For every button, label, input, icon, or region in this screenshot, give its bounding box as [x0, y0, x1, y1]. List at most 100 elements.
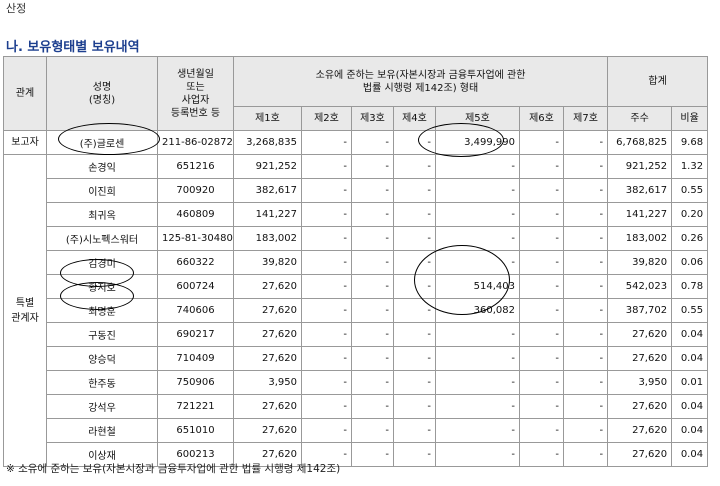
relation-reporter: 보고자 [3, 130, 47, 155]
cell-c1: 27,620 [233, 346, 302, 371]
cell-c1: 27,620 [233, 322, 302, 347]
cell-c3: - [351, 274, 394, 299]
header-shares: 주수 [607, 106, 673, 131]
cell-c6: - [519, 250, 564, 275]
cell-id: 600724 [157, 274, 234, 299]
header-col-2: 제2호 [301, 106, 352, 131]
cell-ratio: 1.32 [671, 154, 709, 179]
header-col-1: 제1호 [233, 106, 302, 131]
cell-ratio: 0.20 [671, 202, 709, 227]
header-id: 생년월일 또는 사업자 등록번호 등 [157, 56, 234, 131]
top-partial-text: 산정 [6, 2, 27, 15]
table-row: 구동진 690217 27,620- - - - - -27,620 0.04 [4, 322, 709, 347]
cell-name: 김경미 [46, 250, 158, 275]
cell-c5: - [435, 370, 520, 395]
table-row: 보고자 (주)글로센 211-86-02872 3,268,835- - -3,499,9… [3, 130, 709, 155]
cell-c1: 3,950 [233, 370, 302, 395]
cell-c7: - [562, 394, 609, 419]
cell-c6: - [519, 394, 564, 419]
cell-c1: 27,620 [233, 442, 302, 467]
cell-c6: - [519, 130, 564, 155]
cell-shares: 387,702 [607, 298, 673, 323]
table-row: 한주동 750906 3,950- - - - - -3,950 0.01 [4, 370, 709, 395]
cell-c4: - [393, 418, 436, 443]
cell-id: 690217 [157, 322, 234, 347]
cell-name: 손경익 [46, 154, 158, 179]
header-total: 합계 [607, 56, 709, 107]
cell-name: 최명훈 [46, 298, 158, 323]
cell-id: 750906 [157, 370, 234, 395]
section-title: 나. 보유형태별 보유내역 [6, 40, 140, 55]
header-name: 성명 (명칭) [46, 56, 158, 131]
cell-c7: - [562, 226, 609, 251]
cell-c2: - [301, 130, 352, 155]
cell-id: 740606 [157, 298, 234, 323]
table-row: 라현철 651010 27,620- - - - - -27,620 0.04 [4, 418, 709, 443]
cell-name: 최귀옥 [46, 202, 158, 227]
cell-c3: - [351, 226, 394, 251]
footnote: ※ 소유에 준하는 보유(자본시장과 금융투자업에 관한 법률 시행령 제142… [6, 463, 341, 475]
table-row: 특별 관계자 손경익 651216 921,252- - - - - -921,252 1.32 [3, 154, 709, 467]
cell-c6: - [519, 154, 564, 179]
cell-c1: 27,620 [233, 418, 302, 443]
cell-c3: - [351, 298, 394, 323]
cell-c3: - [351, 202, 394, 227]
cell-c2: - [301, 154, 352, 179]
cell-shares: 27,620 [607, 442, 673, 467]
cell-name: 양승덕 [46, 346, 158, 371]
cell-c7: - [562, 202, 609, 227]
cell-name: 라현철 [46, 418, 158, 443]
table-row: 최명훈 740606 27,620- - -360,082- -387,702 0.55 [4, 298, 709, 323]
cell-c6: - [519, 202, 564, 227]
header-col-7: 제7호 [562, 106, 609, 131]
cell-c1: 39,820 [233, 250, 302, 275]
cell-c5: - [435, 154, 520, 179]
cell-id: 211-86-02872 [157, 130, 234, 155]
cell-ratio: 0.04 [671, 346, 709, 371]
cell-shares: 27,620 [607, 322, 673, 347]
cell-ratio: 0.06 [671, 250, 709, 275]
cell-id: 710409 [157, 346, 234, 371]
cell-c7: - [562, 346, 609, 371]
cell-c5: - [435, 418, 520, 443]
cell-c1: 141,227 [233, 202, 302, 227]
cell-c7: - [562, 274, 609, 299]
table-row: 양승덕 710409 27,620- - - - - -27,620 0.04 [4, 346, 709, 371]
cell-id: 460809 [157, 202, 234, 227]
cell-shares: 542,023 [607, 274, 673, 299]
cell-c7: - [562, 130, 609, 155]
header-holding-type: 소유에 준하는 보유(자본시장과 금융투자업에 관한 법률 시행령 제142조) … [232, 56, 609, 107]
cell-c4: - [393, 298, 436, 323]
cell-ratio: 0.04 [671, 418, 709, 443]
cell-c6: - [519, 322, 564, 347]
cell-ratio: 0.04 [671, 394, 709, 419]
cell-c5: - [435, 442, 520, 467]
cell-c6: - [519, 346, 564, 371]
cell-c3: - [351, 322, 394, 347]
header-col-6: 제6호 [519, 106, 564, 131]
cell-shares: 3,950 [607, 370, 673, 395]
cell-name: 구동진 [46, 322, 158, 347]
cell-c3: - [351, 346, 394, 371]
table-row: 이진희 700920 382,617- - - - - -382,617 0.55 [4, 178, 709, 203]
cell-c5: - [435, 322, 520, 347]
cell-c5: 514,403 [435, 274, 520, 299]
cell-c4: - [393, 274, 436, 299]
cell-id: 721221 [157, 394, 234, 419]
cell-name: (주)시노펙스워터 [46, 226, 158, 251]
relation-special: 특별 관계자 [3, 154, 47, 467]
cell-c4: - [393, 394, 436, 419]
cell-c3: - [351, 394, 394, 419]
cell-ratio: 0.55 [671, 298, 709, 323]
table-row: 최귀옥 460809 141,227- - - - - -141,227 0.20 [4, 202, 709, 227]
cell-c6: - [519, 418, 564, 443]
cell-c3: - [351, 250, 394, 275]
cell-name: 한주동 [46, 370, 158, 395]
header-col-4: 제4호 [393, 106, 436, 131]
cell-ratio: 0.78 [671, 274, 709, 299]
cell-c4: - [393, 322, 436, 347]
cell-c1: 183,002 [233, 226, 302, 251]
header-col-5: 제5호 [435, 106, 520, 131]
cell-c4: - [393, 178, 436, 203]
cell-c2: - [301, 346, 352, 371]
